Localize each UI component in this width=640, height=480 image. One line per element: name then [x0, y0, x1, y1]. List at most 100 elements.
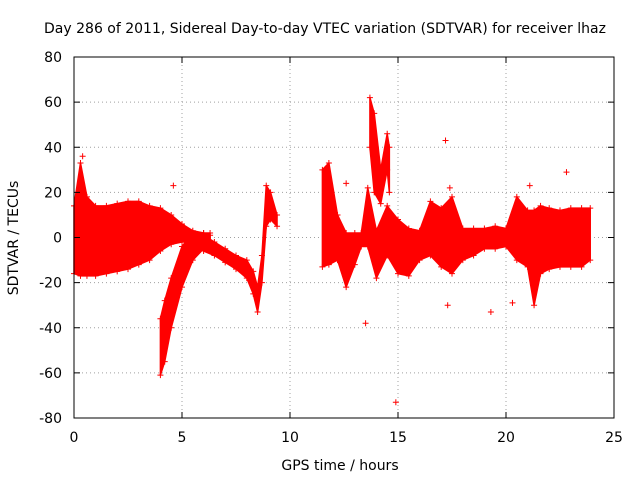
data-point-marker: [83, 193, 90, 200]
data-point-marker: [492, 223, 499, 230]
data-point-marker: [114, 268, 121, 275]
data-point-marker: [274, 223, 281, 230]
data-point-marker: [427, 198, 434, 205]
data-point-marker: [77, 160, 84, 167]
data-point-marker: [358, 229, 365, 236]
x-tick-label: 15: [389, 430, 407, 446]
outlier-point-marker: [343, 180, 350, 187]
data-point-marker: [405, 272, 412, 279]
data-point-marker: [250, 268, 257, 275]
data-point-marker: [157, 248, 164, 255]
data-point-marker: [567, 263, 574, 270]
data-point-marker: [263, 223, 270, 230]
outlier-point-marker: [509, 299, 516, 306]
y-tick-label: -40: [39, 321, 62, 337]
data-point-marker: [157, 372, 164, 379]
x-tick-label: 10: [281, 430, 299, 446]
data-point-marker: [114, 200, 121, 207]
data-point-marker: [168, 241, 175, 248]
data-point-marker: [161, 358, 168, 365]
data-point-marker: [416, 227, 423, 234]
data-point-marker: [135, 261, 142, 268]
data-point-marker: [200, 248, 207, 255]
data-point-marker: [263, 182, 270, 189]
y-tick-label: -20: [39, 276, 62, 292]
data-point-marker: [325, 261, 332, 268]
outlier-point-marker: [79, 153, 86, 160]
data-point-marker: [146, 202, 153, 209]
data-point-marker: [168, 324, 175, 331]
data-point-marker: [481, 245, 488, 252]
data-point-marker: [343, 284, 350, 291]
data-point-marker: [77, 272, 84, 279]
y-tick-label: 40: [44, 140, 62, 156]
data-point-marker: [364, 243, 371, 250]
data-point-marker: [386, 189, 393, 196]
data-point-marker: [587, 257, 594, 264]
data-point-marker: [371, 189, 378, 196]
data-point-marker: [578, 263, 585, 270]
data-point-marker: [531, 302, 538, 309]
data-point-marker: [319, 166, 326, 173]
sdtvar-dip-0400: [159, 232, 211, 376]
data-point-marker: [524, 207, 531, 214]
data-point-marker: [243, 275, 250, 282]
x-tick-label: 5: [178, 430, 187, 446]
data-point-marker: [546, 205, 553, 212]
data-point-marker: [146, 257, 153, 264]
x-tick-label: 20: [497, 430, 515, 446]
x-tick-label: 25: [605, 430, 623, 446]
data-layer: [71, 94, 594, 406]
data-point-marker: [377, 166, 384, 173]
y-tick-label: 60: [44, 95, 62, 111]
data-point-marker: [492, 245, 499, 252]
outlier-point-marker: [446, 184, 453, 191]
sdtvar-band-afternoon: [321, 162, 591, 306]
data-point-marker: [83, 272, 90, 279]
data-point-marker: [373, 275, 380, 282]
data-point-marker: [168, 211, 175, 218]
data-point-marker: [587, 205, 594, 212]
data-point-marker: [384, 166, 391, 173]
data-point-marker: [168, 275, 175, 282]
data-point-marker: [325, 160, 332, 167]
data-point-marker: [157, 205, 164, 212]
data-point-marker: [371, 110, 378, 117]
outlier-point-marker: [436, 207, 443, 214]
tick-layer: 0 5 10 15 20 25 -80 -60 -40 -20 0 20 40 60 80: [39, 50, 623, 446]
data-point-marker: [319, 263, 326, 270]
data-point-marker: [386, 144, 393, 151]
data-point-marker: [351, 261, 358, 268]
outlier-point-marker: [563, 169, 570, 176]
chart-title: Day 286 of 2011, Sidereal Day-to-day VTE…: [44, 21, 606, 37]
data-point-marker: [557, 207, 563, 214]
data-point-marker: [395, 216, 401, 223]
data-point-marker: [384, 202, 391, 209]
data-point-marker: [103, 202, 110, 209]
outlier-point-marker: [444, 302, 451, 309]
outlier-point-marker: [170, 182, 177, 189]
data-point-marker: [233, 266, 239, 273]
data-point-marker: [233, 252, 239, 259]
data-point-marker: [405, 225, 412, 232]
data-point-marker: [470, 225, 477, 232]
data-point-marker: [546, 266, 553, 273]
data-point-marker: [373, 227, 380, 234]
data-point-marker: [103, 270, 110, 277]
data-point-marker: [416, 257, 423, 264]
data-point-marker: [513, 257, 520, 264]
data-point-marker: [92, 202, 99, 209]
data-point-marker: [384, 130, 391, 137]
data-point-marker: [274, 211, 281, 218]
data-point-marker: [567, 205, 574, 212]
data-point-marker: [157, 315, 164, 322]
data-point-marker: [135, 198, 142, 205]
y-tick-label: 0: [53, 231, 62, 247]
data-point-marker: [161, 297, 168, 304]
data-point-marker: [537, 270, 544, 277]
data-point-marker: [267, 216, 274, 223]
sdtvar-decline-0600: [202, 184, 278, 313]
data-point-marker: [366, 94, 373, 101]
y-tick-label: 80: [44, 50, 62, 66]
